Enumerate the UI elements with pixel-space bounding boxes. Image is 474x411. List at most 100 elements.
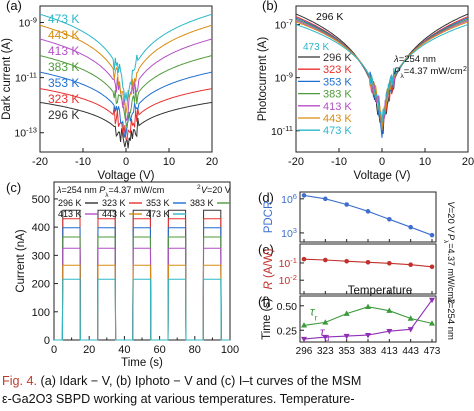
x-tick-label: 296 bbox=[296, 346, 313, 357]
y-axis-label: Time (s) bbox=[261, 298, 273, 340]
legend-entry: 473 K bbox=[323, 125, 352, 137]
x-axis-label: Temperature bbox=[348, 285, 413, 297]
x-tick-label: 383 bbox=[360, 346, 377, 357]
condition-text: V=20 V bbox=[201, 185, 231, 195]
data-point bbox=[429, 320, 435, 326]
data-point bbox=[301, 336, 307, 343]
y-tick-label: 103 bbox=[281, 226, 297, 240]
series-line bbox=[39, 101, 213, 149]
data-point bbox=[343, 333, 350, 340]
legend-entry: 443 K bbox=[323, 113, 352, 125]
y-tick-label: 300 bbox=[32, 250, 50, 262]
y-tick-label: 10-9 bbox=[19, 16, 37, 30]
series-line bbox=[295, 17, 469, 138]
y-tick-label: 0.25 bbox=[277, 325, 298, 337]
caption-text-1: (a) Idark − V, (b) Iphoto − V and (c) I–… bbox=[40, 374, 362, 388]
legend-entry: 353 K bbox=[48, 76, 79, 90]
annotation-text: 2 bbox=[463, 66, 467, 73]
panel-label: (e) bbox=[258, 242, 274, 257]
caption-fig-label: Fig. 4. bbox=[2, 374, 37, 388]
series-line bbox=[39, 55, 213, 129]
series-line bbox=[54, 278, 230, 341]
panel-label: (a) bbox=[6, 0, 22, 13]
legend-entry: 413 K bbox=[48, 44, 79, 58]
x-tick-label: 0 bbox=[379, 156, 385, 168]
legend-entry: 413 K bbox=[323, 101, 352, 113]
series-line bbox=[295, 24, 469, 123]
y-axis-label: PDCR bbox=[263, 201, 275, 234]
y-tick-label: 106 bbox=[281, 192, 297, 206]
data-point bbox=[301, 193, 307, 198]
data-point bbox=[365, 332, 371, 339]
data-point bbox=[365, 303, 371, 309]
series-label: τd bbox=[320, 325, 330, 343]
y-tick-label: 100 bbox=[32, 307, 50, 319]
legend-entry: 296 K bbox=[58, 198, 82, 208]
x-axis-label: Time (s) bbox=[121, 357, 163, 369]
panel-label: (f) bbox=[258, 294, 270, 309]
series-line bbox=[39, 71, 213, 139]
x-tick-label: 20 bbox=[206, 156, 218, 168]
x-tick-label: -20 bbox=[288, 156, 304, 168]
data-point bbox=[323, 257, 328, 263]
data-point bbox=[407, 327, 414, 333]
data-point bbox=[387, 261, 392, 266]
legend-entry: 323 K bbox=[323, 64, 352, 76]
data-point bbox=[365, 209, 371, 214]
legend-entry: 296 K bbox=[323, 52, 352, 64]
legend-entry: 443 K bbox=[102, 209, 126, 219]
x-tick-label: 60 bbox=[153, 344, 165, 356]
data-point bbox=[429, 264, 435, 270]
side-label: λ=254 nm bbox=[445, 297, 456, 340]
data-point bbox=[407, 315, 414, 321]
y-tick-label: 500 bbox=[32, 194, 50, 206]
legend-entry: 473 K bbox=[146, 209, 170, 219]
data-point bbox=[344, 202, 349, 207]
data-point bbox=[386, 329, 393, 335]
y-tick-label: 10-9 bbox=[275, 71, 293, 85]
legend-entry: 296 K bbox=[48, 108, 79, 122]
legend-entry: 473 K bbox=[48, 12, 79, 26]
y-tick-label: 10-11 bbox=[15, 71, 37, 85]
data-point bbox=[322, 334, 329, 341]
annotation-text: 473 K bbox=[303, 42, 329, 53]
annotation-text: Pλ=4.37 mW/cm bbox=[394, 66, 463, 80]
series-line bbox=[303, 306, 433, 326]
y-tick-label: 400 bbox=[32, 222, 50, 234]
legend-entry: 443 K bbox=[48, 28, 79, 42]
annotation-text: 296 K bbox=[316, 11, 343, 23]
y-axis-label: Dark current (A) bbox=[1, 38, 13, 120]
x-tick-label: 443 bbox=[402, 346, 419, 357]
y-axis-label: Current (nA) bbox=[15, 229, 27, 292]
x-tick-label: 20 bbox=[83, 344, 95, 356]
y-axis-label: Photocurrent (A) bbox=[257, 37, 269, 122]
panel-label: (b) bbox=[262, 0, 278, 13]
legend-entry: 353 K bbox=[146, 198, 170, 208]
x-tick-label: 473 bbox=[424, 346, 441, 357]
x-tick-label: 0 bbox=[51, 344, 57, 356]
data-point bbox=[429, 232, 435, 238]
y-tick-label: 10-11 bbox=[271, 124, 293, 138]
x-tick-label: 0 bbox=[123, 156, 129, 168]
side-label: V=20 V bbox=[445, 201, 456, 233]
legend-entry: 323 K bbox=[102, 198, 126, 208]
caption-line-1: Fig. 4. (a) Idark − V, (b) Iphoto − V an… bbox=[2, 372, 474, 390]
legend-entry: 383 K bbox=[48, 60, 79, 74]
legend-entry: 413 K bbox=[58, 209, 82, 219]
data-point bbox=[408, 262, 413, 267]
y-tick-label: 0.50 bbox=[277, 301, 298, 313]
x-tick-label: 10 bbox=[419, 156, 431, 168]
y-tick-label: 0 bbox=[44, 335, 50, 347]
x-tick-label: -10 bbox=[75, 156, 91, 168]
legend-entry: 383 K bbox=[190, 198, 214, 208]
data-point bbox=[365, 259, 371, 265]
side-label: Pλ=4.37 mW/cm2 bbox=[443, 234, 457, 304]
y-tick-label: 10-7 bbox=[275, 18, 293, 32]
y-tick-label: 10-13 bbox=[14, 126, 37, 140]
annotation-text: λ=254 nm bbox=[393, 54, 436, 65]
condition-text: 2 bbox=[197, 184, 201, 191]
x-axis-label: Voltage (V) bbox=[98, 170, 155, 182]
y-tick-label: 200 bbox=[32, 279, 50, 291]
data-point bbox=[429, 297, 435, 304]
